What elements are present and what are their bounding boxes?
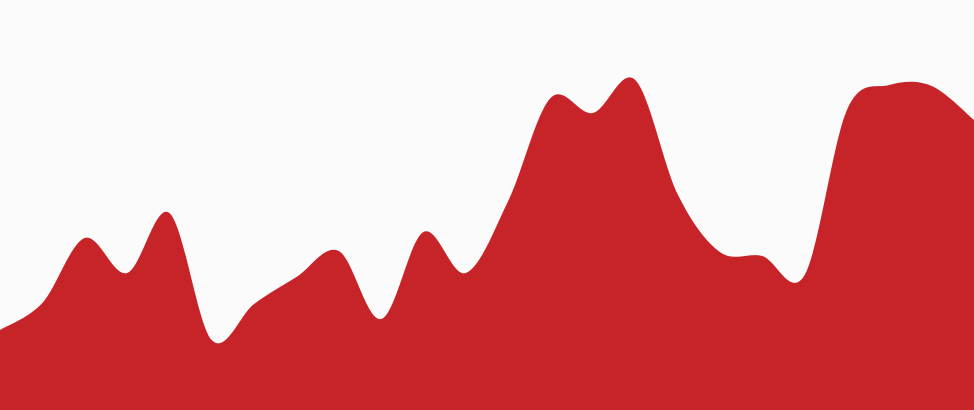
series-area-0 [0, 77, 974, 410]
